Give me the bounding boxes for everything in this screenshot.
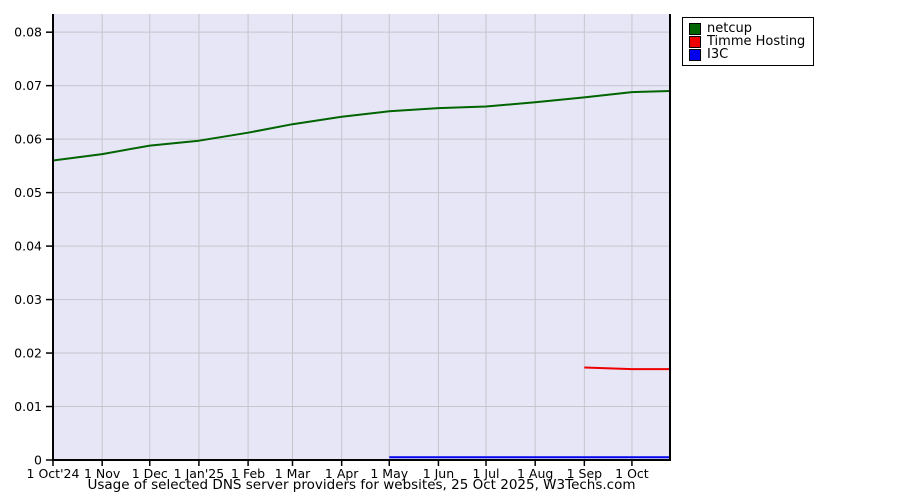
x-tick-label: 1 Mar <box>275 466 311 481</box>
x-tick-label: 1 May <box>370 466 408 481</box>
i3c-swatch-icon <box>689 48 701 61</box>
y-tick-label: 0.06 <box>14 132 42 147</box>
chart-title: Usage of selected DNS server providers f… <box>87 477 636 493</box>
x-tick-label: 1 Jul <box>473 466 500 481</box>
x-tick-label: 1 Jun <box>423 466 454 481</box>
plot-background <box>53 14 670 460</box>
legend-item-timme-hosting: Timme Hosting <box>689 35 807 48</box>
x-tick-label: 1 Nov <box>84 466 121 481</box>
series-line-timme-hosting <box>584 366 670 371</box>
legend-label: netcup <box>707 21 752 36</box>
y-tick-label: 0.04 <box>14 239 42 254</box>
x-tick-label: 1 Oct'24 <box>27 466 80 481</box>
x-tick-label: 1 Jan'25 <box>174 466 225 481</box>
y-tick-label: 0.05 <box>14 185 42 200</box>
x-tick-label: 1 Apr <box>325 466 359 481</box>
legend-label: Timme Hosting <box>707 34 806 49</box>
y-tick-label: 0.03 <box>14 292 42 307</box>
x-tick-label: 1 Oct <box>615 466 649 481</box>
y-tick-label: 0.08 <box>14 25 42 40</box>
netcup-swatch-icon <box>689 22 701 35</box>
y-tick-label: 0 <box>34 453 42 468</box>
x-tick-label: 1 Feb <box>231 466 265 481</box>
timme-hosting-swatch-icon <box>689 35 701 48</box>
y-tick-label: 0.01 <box>14 399 42 414</box>
legend: netcup Timme Hosting I3C <box>682 17 814 66</box>
x-tick-label: 1 Sep <box>567 466 603 481</box>
x-tick-label: 1 Dec <box>132 466 168 481</box>
series-line-netcup <box>52 90 671 162</box>
y-tick-label: 0.02 <box>14 346 42 361</box>
legend-item-netcup: netcup <box>689 22 807 35</box>
x-tick-label: 1 Aug <box>517 466 553 481</box>
legend-item-i3c: I3C <box>689 48 807 61</box>
y-tick-label: 0.07 <box>14 78 42 93</box>
legend-label: I3C <box>707 47 729 62</box>
